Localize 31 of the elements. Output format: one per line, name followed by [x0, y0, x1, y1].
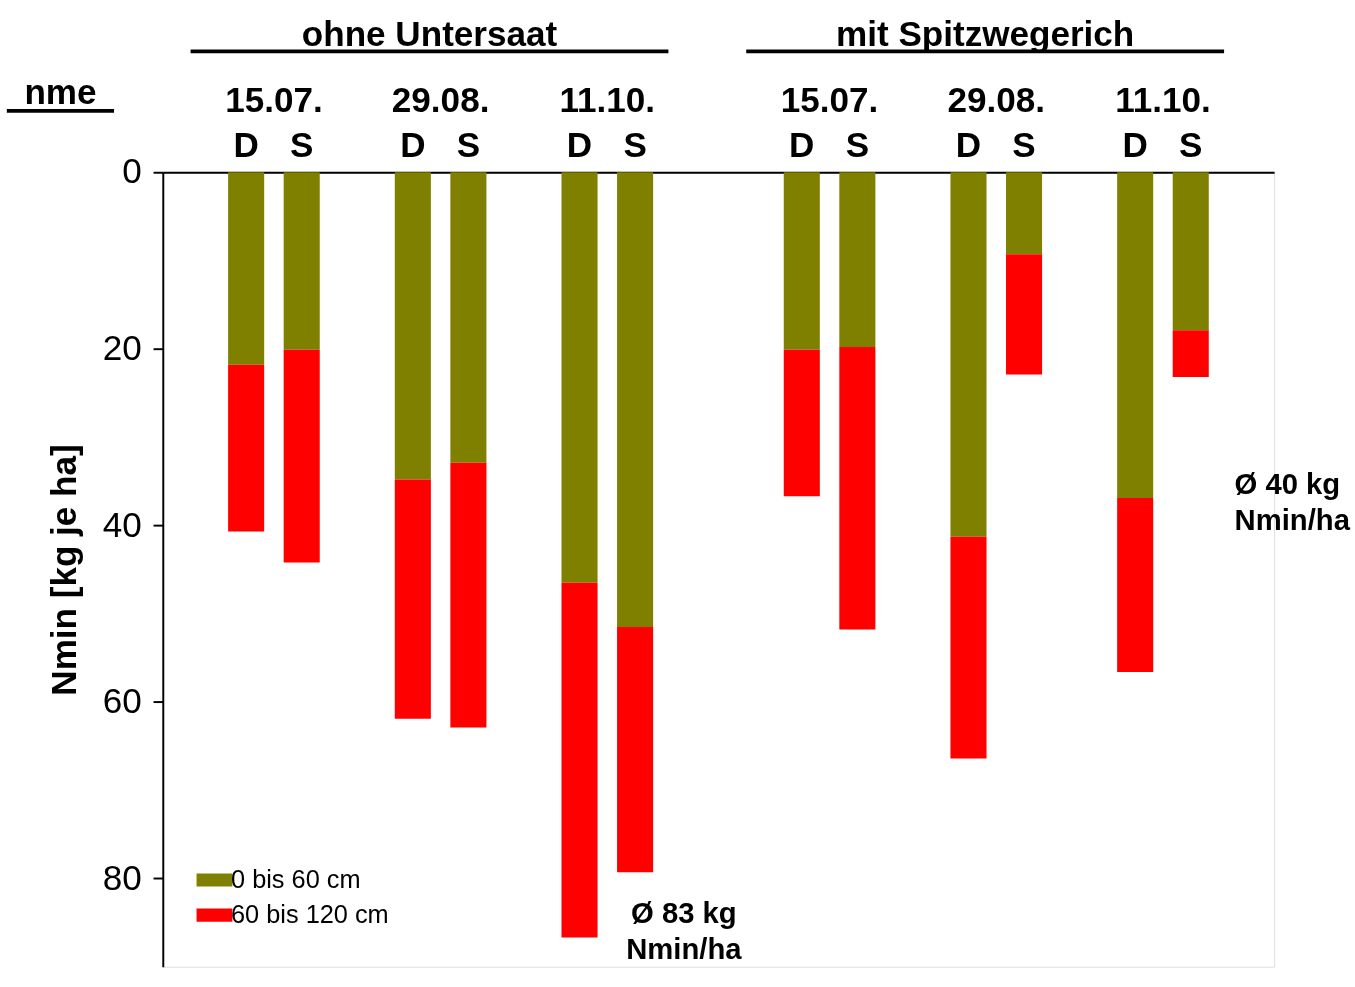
y-tick-label: 20: [102, 328, 142, 368]
y-tick-label: 80: [102, 857, 142, 897]
text: 11.10.: [1115, 79, 1211, 119]
text: 29.08.: [947, 79, 1046, 119]
text: 15.07.: [225, 79, 323, 119]
annotation: Ø 40 kg Nmin/ha: [1234, 467, 1351, 537]
x-tick-label: S: [290, 125, 314, 165]
x-tick-label: S: [456, 125, 481, 165]
x-tick-label: D: [233, 125, 259, 165]
x-tick-label: S: [845, 125, 870, 165]
x-tick-label: S: [623, 125, 647, 165]
y-tick-label: 0: [122, 151, 142, 191]
x-tick-label: S: [1179, 125, 1203, 165]
annotation: Ø 83 kg Nmin/ha: [626, 896, 743, 966]
text: ohne Untersaat: [301, 13, 558, 53]
legend-label: 0 bis 60 cm: [231, 864, 361, 893]
text: mit Spitzwegerich: [836, 13, 1135, 53]
text: 29.08.: [391, 79, 490, 119]
x-tick-label: D: [789, 125, 815, 165]
text: nme: [24, 72, 97, 112]
x-tick-label: S: [1012, 125, 1036, 165]
x-tick-label: D: [1122, 125, 1148, 165]
x-tick-label: D: [955, 125, 982, 165]
text: 11.10.: [559, 79, 656, 119]
y-tick-label: 60: [102, 681, 142, 721]
text: 15.07.: [780, 79, 879, 119]
y-axis-title: Nmin [kg je ha]: [43, 444, 83, 696]
y-tick-label: 40: [102, 504, 142, 544]
legend-label: 60 bis 120 cm: [231, 899, 389, 928]
x-tick-label: D: [400, 125, 426, 165]
x-tick-label: D: [566, 125, 593, 165]
